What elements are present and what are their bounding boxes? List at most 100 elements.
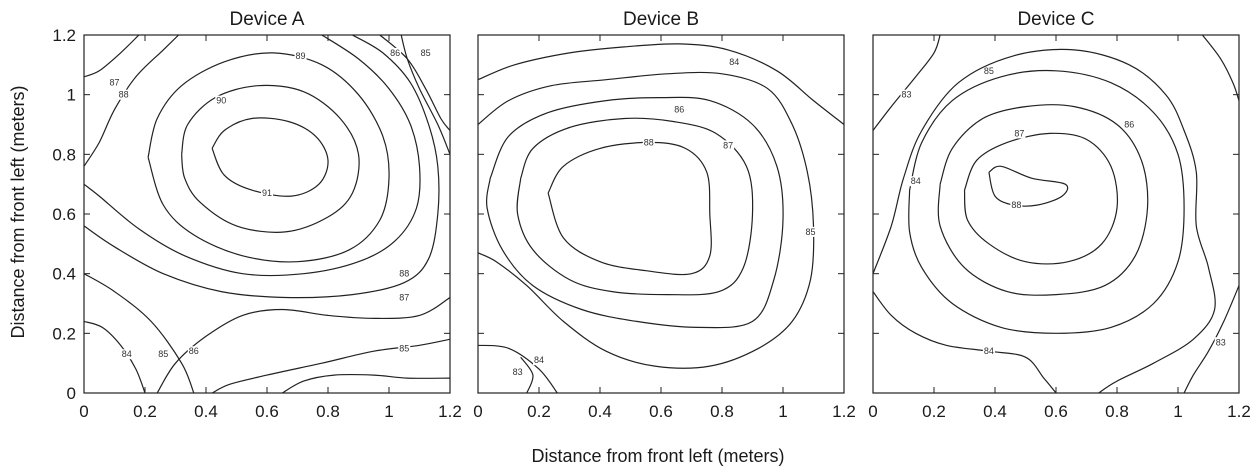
x-tick-label: 0.8 bbox=[710, 402, 734, 421]
y-axis-label: Distance from front left (meters) bbox=[8, 85, 28, 338]
contour-label: 88 bbox=[644, 137, 654, 147]
contour-label: 87 bbox=[723, 140, 733, 150]
contour-label-bg bbox=[261, 188, 273, 199]
contour-label-bg bbox=[215, 95, 228, 106]
contour-label-bg bbox=[982, 65, 995, 76]
contour-lines: 88 87 86 85 84 84 83 83 bbox=[873, 35, 1239, 393]
contour-label-bg bbox=[642, 137, 655, 148]
contour-label-bg bbox=[398, 268, 411, 279]
contour-label: 88 bbox=[119, 90, 129, 100]
contour-line-84 bbox=[873, 291, 1057, 393]
contour-line-90 bbox=[181, 84, 360, 233]
contour-label-bg bbox=[108, 77, 121, 88]
contour-label-bg bbox=[982, 346, 995, 357]
panel-title: Device A bbox=[230, 9, 305, 30]
contour-label: 83 bbox=[513, 367, 523, 377]
contour-line-84 bbox=[84, 320, 146, 393]
contour-line-84 bbox=[478, 344, 558, 393]
contour-label: 85 bbox=[421, 48, 431, 58]
contour-line-87 bbox=[516, 117, 754, 296]
contour-label-bg bbox=[294, 50, 307, 61]
x-tick-label: 0.6 bbox=[1044, 402, 1068, 421]
contour-label: 87 bbox=[109, 78, 119, 88]
contour-line-87 bbox=[84, 35, 140, 78]
plot-frame bbox=[477, 34, 845, 394]
contour-line-85 bbox=[908, 69, 1185, 334]
contour-line-88 bbox=[988, 165, 1069, 207]
contour-label-bg bbox=[533, 355, 545, 366]
contour-label: 85 bbox=[805, 227, 815, 237]
y-tick-label: 0.2 bbox=[52, 324, 76, 343]
x-tick-label: 0.8 bbox=[1105, 402, 1129, 421]
contour-line-88 bbox=[547, 141, 712, 276]
x-tick-label: 0.2 bbox=[922, 402, 946, 421]
x-tick-label: 0.4 bbox=[588, 402, 612, 421]
contour-label-bg bbox=[117, 89, 130, 100]
contour-label-bg bbox=[804, 226, 817, 237]
contour-line-84 bbox=[873, 48, 1216, 393]
y-tick-label: 0.4 bbox=[52, 265, 76, 284]
contour-label-bg bbox=[120, 349, 133, 360]
contour-line-85 bbox=[211, 338, 450, 393]
contour-line-83 bbox=[1183, 285, 1239, 393]
contour-line-88 bbox=[84, 35, 180, 167]
x-tick-label: 0 bbox=[473, 402, 482, 421]
panel-title: Device C bbox=[1017, 9, 1094, 30]
contour-line-86 bbox=[937, 104, 1149, 296]
x-tick-label: 1 bbox=[778, 402, 787, 421]
x-tick-label: 0.6 bbox=[649, 402, 673, 421]
contour-label-bg bbox=[398, 343, 411, 354]
contour-label-bg bbox=[398, 292, 411, 303]
contour-label: 83 bbox=[1216, 337, 1226, 347]
contour-lines: 88 87 86 85 84 84 83 bbox=[478, 43, 844, 393]
contour-line-84 bbox=[478, 43, 844, 125]
x-tick-label: 0 bbox=[868, 402, 877, 421]
contour-label-bg bbox=[1013, 128, 1026, 139]
contour-label: 85 bbox=[984, 66, 994, 76]
contour-label: 86 bbox=[189, 346, 199, 356]
contour-label: 84 bbox=[122, 349, 132, 359]
x-tick-label: 0.4 bbox=[983, 402, 1007, 421]
contour-line-85 bbox=[400, 35, 450, 155]
contour-label-bg bbox=[1010, 200, 1023, 211]
contour-label: 88 bbox=[1011, 200, 1021, 210]
contour-label: 91 bbox=[262, 188, 272, 198]
contour-line-86 bbox=[156, 296, 450, 393]
contour-label-bg bbox=[157, 349, 170, 360]
x-axis-label: Distance from front left (meters) bbox=[531, 446, 784, 466]
contour-line-87 bbox=[963, 132, 1118, 265]
contour-label-bg bbox=[728, 56, 741, 67]
x-tick-label: 0.8 bbox=[316, 402, 340, 421]
contour-label-bg bbox=[389, 47, 402, 58]
contour-line-87 bbox=[84, 35, 440, 299]
contour-line-91 bbox=[211, 117, 329, 197]
contour-label: 88 bbox=[399, 269, 409, 279]
contour-label-bg bbox=[909, 176, 922, 187]
x-tick-label: 1.2 bbox=[832, 402, 856, 421]
contour-label-bg bbox=[419, 47, 432, 58]
contour-label: 89 bbox=[296, 51, 306, 61]
x-tick-label: 0.2 bbox=[133, 402, 157, 421]
y-tick-label: 0.6 bbox=[52, 205, 76, 224]
x-tick-label: 0.4 bbox=[194, 402, 218, 421]
panel-title: Device B bbox=[623, 9, 699, 30]
contour-label-bg bbox=[1123, 119, 1136, 130]
contour-line-83 bbox=[520, 356, 534, 393]
x-tick-label: 0.2 bbox=[527, 402, 551, 421]
y-tick-label: 1.2 bbox=[52, 26, 76, 45]
contour-label-bg bbox=[722, 140, 735, 151]
contour-label-bg bbox=[900, 89, 913, 100]
contour-line-88 bbox=[84, 35, 421, 277]
y-tick-label: 0 bbox=[67, 384, 76, 403]
x-tick-label: 1 bbox=[1173, 402, 1182, 421]
contour-label: 85 bbox=[399, 343, 409, 353]
contour-label: 84 bbox=[984, 346, 994, 356]
contour-label: 84 bbox=[729, 57, 739, 67]
panel-c: Device C 88 87 86 85 84 84 83 83 0 0.2 0.4 0.6 0.8 1 1.… bbox=[868, 9, 1251, 421]
contour-label: 86 bbox=[674, 105, 684, 115]
x-tick-label: 0 bbox=[79, 402, 88, 421]
x-tick-label: 1 bbox=[384, 402, 393, 421]
